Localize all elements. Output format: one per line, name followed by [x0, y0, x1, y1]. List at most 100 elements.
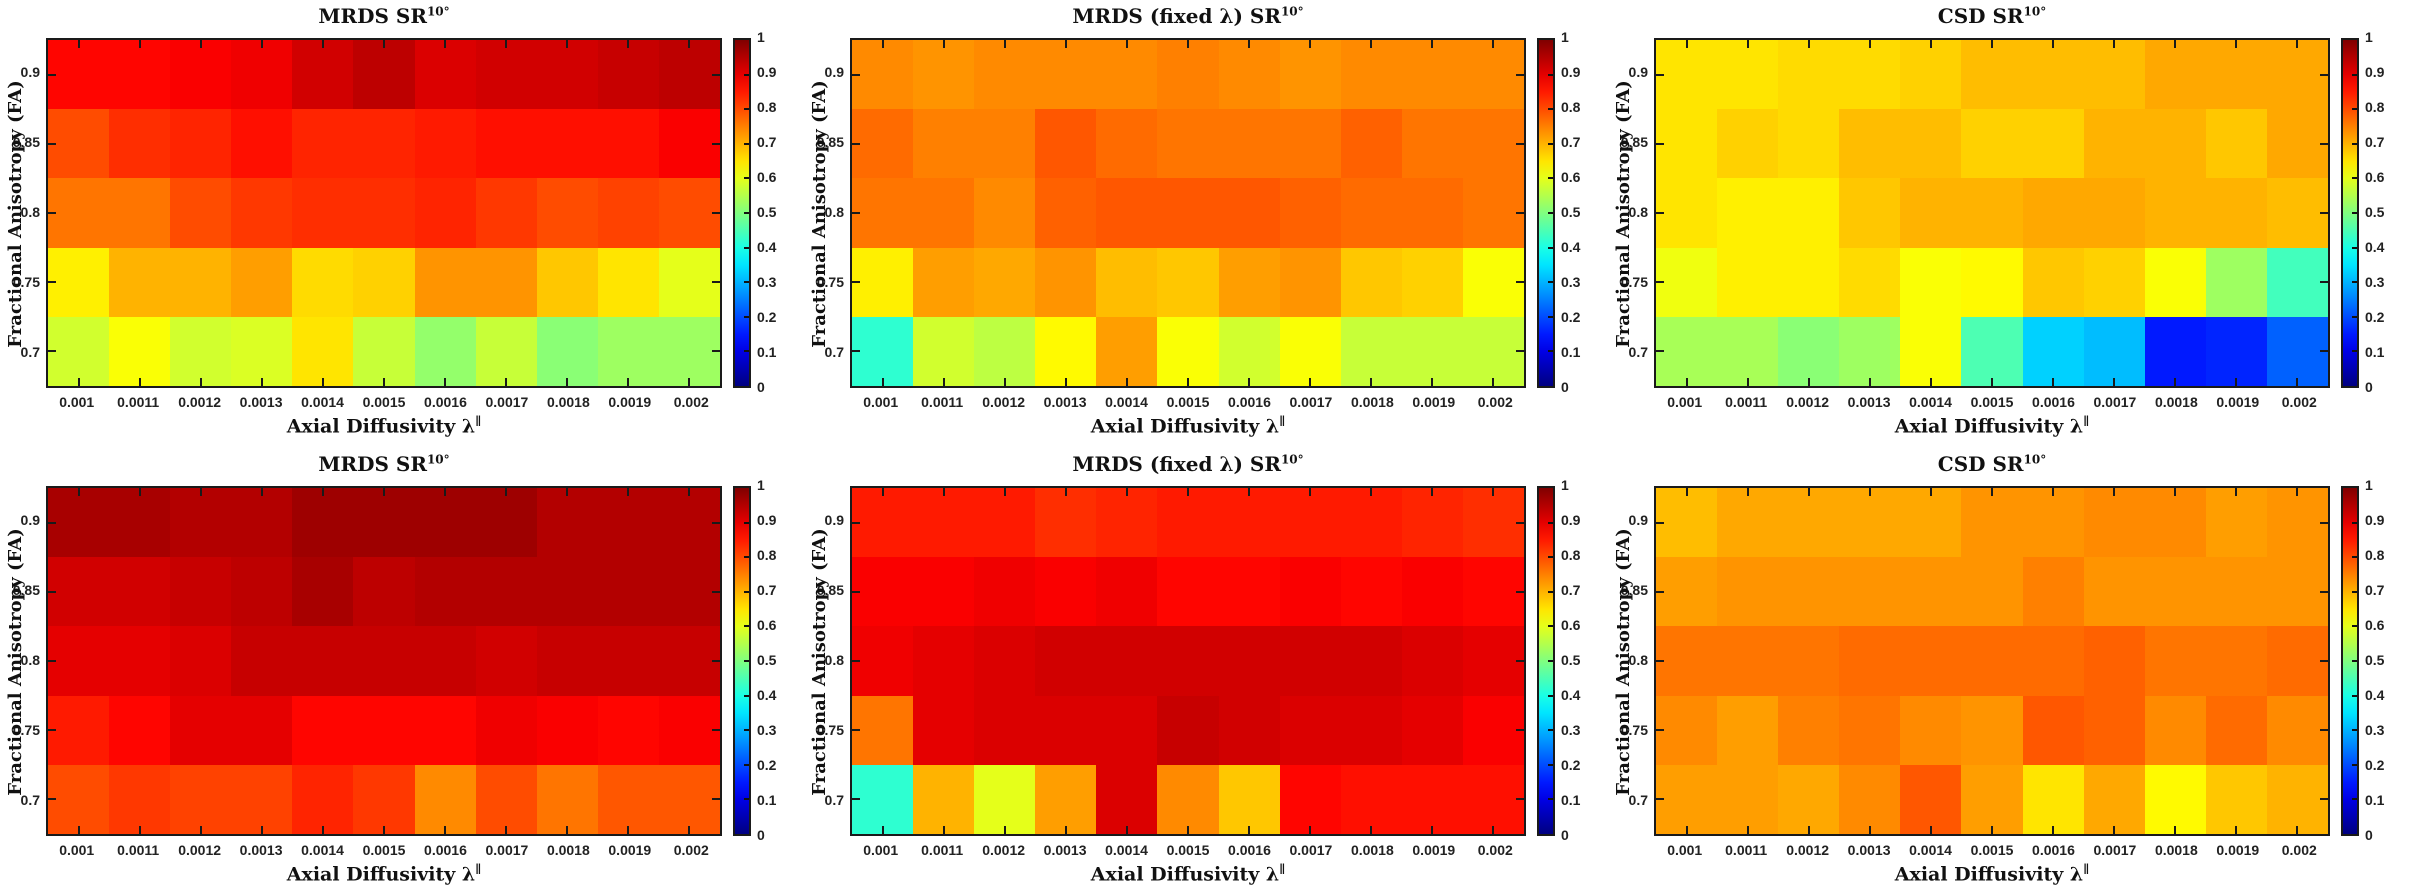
heatmap-cell — [1340, 488, 1402, 558]
x-tick-label: 0.0016 — [424, 394, 467, 410]
heatmap-cell — [1462, 178, 1524, 248]
x-axis-label-text: Axial Diffusivity λ — [1090, 863, 1280, 886]
x-axis-tick — [881, 378, 884, 386]
heatmap-cell — [1157, 557, 1219, 627]
colorbar-tick-label: 0.8 — [1561, 99, 1581, 115]
heatmap-cell — [2205, 557, 2267, 627]
y-axis-tick — [1516, 590, 1524, 593]
panel-title-text: MRDS (fixed λ) SR — [1072, 452, 1281, 476]
heatmap-cell — [1035, 247, 1097, 317]
heatmap-cell — [1900, 488, 1962, 558]
y-axis-tick — [48, 142, 56, 145]
heatmap-cell — [109, 247, 171, 317]
colorbar-tick-label: 0.9 — [2365, 64, 2385, 80]
heatmap-cell — [2266, 557, 2328, 627]
colorbar-tick-label: 0.2 — [757, 309, 777, 325]
x-tick-label: 0.0017 — [1289, 394, 1333, 410]
colorbar-tick-label: 0.7 — [757, 582, 777, 598]
y-axis-tick — [852, 521, 860, 524]
x-tick-label: 0.0015 — [1970, 842, 2014, 858]
x-tick-label: 0.0015 — [1970, 394, 2014, 410]
heatmap-cell — [475, 626, 537, 696]
colorbar-tick — [744, 108, 749, 111]
y-tick-label: 0.85 — [12, 582, 40, 598]
heatmap-cell — [1035, 557, 1097, 627]
heatmap-cell — [658, 695, 720, 765]
colorbar-tick-label: 0.6 — [2365, 169, 2385, 185]
colorbar-tick — [2352, 281, 2357, 284]
heatmap-cell — [1717, 626, 1779, 696]
heatmap-cell — [1157, 695, 1219, 765]
colorbar-tick — [1548, 281, 1553, 284]
x-axis-tick — [881, 826, 884, 834]
x-tick-label: 0.0018 — [1350, 394, 1394, 410]
heatmap-cell — [1717, 488, 1779, 558]
y-axis-tick — [48, 350, 56, 353]
y-axis-label: Fractional Anisotropy (FA) — [5, 528, 26, 796]
colorbar-tick-label: 0.9 — [1561, 512, 1581, 528]
heatmap-cell — [48, 764, 110, 834]
x-tick-label: 0.0017 — [2093, 842, 2137, 858]
x-tick-label: 0.0013 — [239, 842, 283, 858]
heatmap-cell — [1279, 626, 1341, 696]
y-axis-tick — [712, 350, 720, 353]
heatmap-cell — [1279, 695, 1341, 765]
x-axis-tick — [383, 488, 385, 496]
heatmap-cell — [1961, 488, 2023, 558]
x-axis-tick — [1492, 826, 1495, 834]
x-axis-tick — [321, 826, 324, 834]
heatmap-cell — [1900, 178, 1962, 248]
colorbar-tick-label: 0.6 — [1561, 617, 1581, 633]
colorbar — [1537, 486, 1555, 836]
heatmap-cell — [2266, 695, 2328, 765]
panel-title-text: CSD SR — [1937, 452, 2024, 476]
heatmap-cell — [852, 695, 914, 765]
heatmap-cell — [974, 764, 1036, 834]
heatmap-cell — [1096, 40, 1158, 110]
y-tick-label: 0.8 — [20, 204, 40, 220]
heatmap-cell — [536, 626, 598, 696]
heatmap-cell — [1279, 557, 1341, 627]
x-tick-label: 0.001 — [1667, 394, 1703, 410]
colorbar-tick — [2352, 694, 2357, 697]
heatmap-cell — [1778, 316, 1840, 386]
x-axis-tick — [1746, 40, 1749, 48]
y-axis-tick — [2320, 73, 2328, 76]
colorbar-tick — [2352, 73, 2357, 76]
x-axis-tick — [1492, 488, 1495, 496]
heatmap-cell — [231, 247, 293, 317]
heatmap-cell — [658, 488, 720, 558]
heatmap-cell — [414, 626, 476, 696]
x-axis-tick — [1431, 488, 1434, 496]
y-tick-label: 0.9 — [824, 64, 844, 80]
colorbar-tick — [744, 763, 749, 766]
heatmap-cell — [1717, 40, 1779, 110]
x-axis-label-superscript: ∥ — [2083, 862, 2090, 876]
heatmap-cell — [2022, 764, 2084, 834]
heatmap-cell — [353, 557, 415, 627]
heatmap-cell — [1157, 40, 1219, 110]
heatmap-cell — [1717, 178, 1779, 248]
x-axis-tick — [566, 488, 569, 496]
x-axis-tick — [444, 826, 447, 834]
x-axis-tick — [1991, 378, 1993, 386]
y-tick-label: 0.7 — [1628, 344, 1648, 360]
heatmap-cell — [1401, 109, 1463, 179]
heatmap-cell — [1778, 695, 1840, 765]
heatmap-cell — [1401, 178, 1463, 248]
x-axis-tick — [505, 488, 508, 496]
colorbar-tick — [1548, 694, 1553, 697]
heatmap-cell — [170, 178, 232, 248]
colorbar-tick — [2352, 798, 2357, 801]
x-axis-tick — [2296, 378, 2299, 386]
heatmap-cell — [48, 247, 110, 317]
heatmap-cell — [109, 488, 171, 558]
heatmap-cell — [1900, 626, 1962, 696]
heatmap-cell — [2266, 247, 2328, 317]
x-axis-tick — [77, 488, 80, 496]
x-axis-tick — [1248, 488, 1251, 496]
x-axis-label-text: Axial Diffusivity λ — [1894, 415, 2084, 438]
colorbar-tick-label: 0 — [757, 827, 765, 843]
x-tick-label: 0.0017 — [485, 394, 529, 410]
y-axis-tick — [712, 212, 720, 214]
